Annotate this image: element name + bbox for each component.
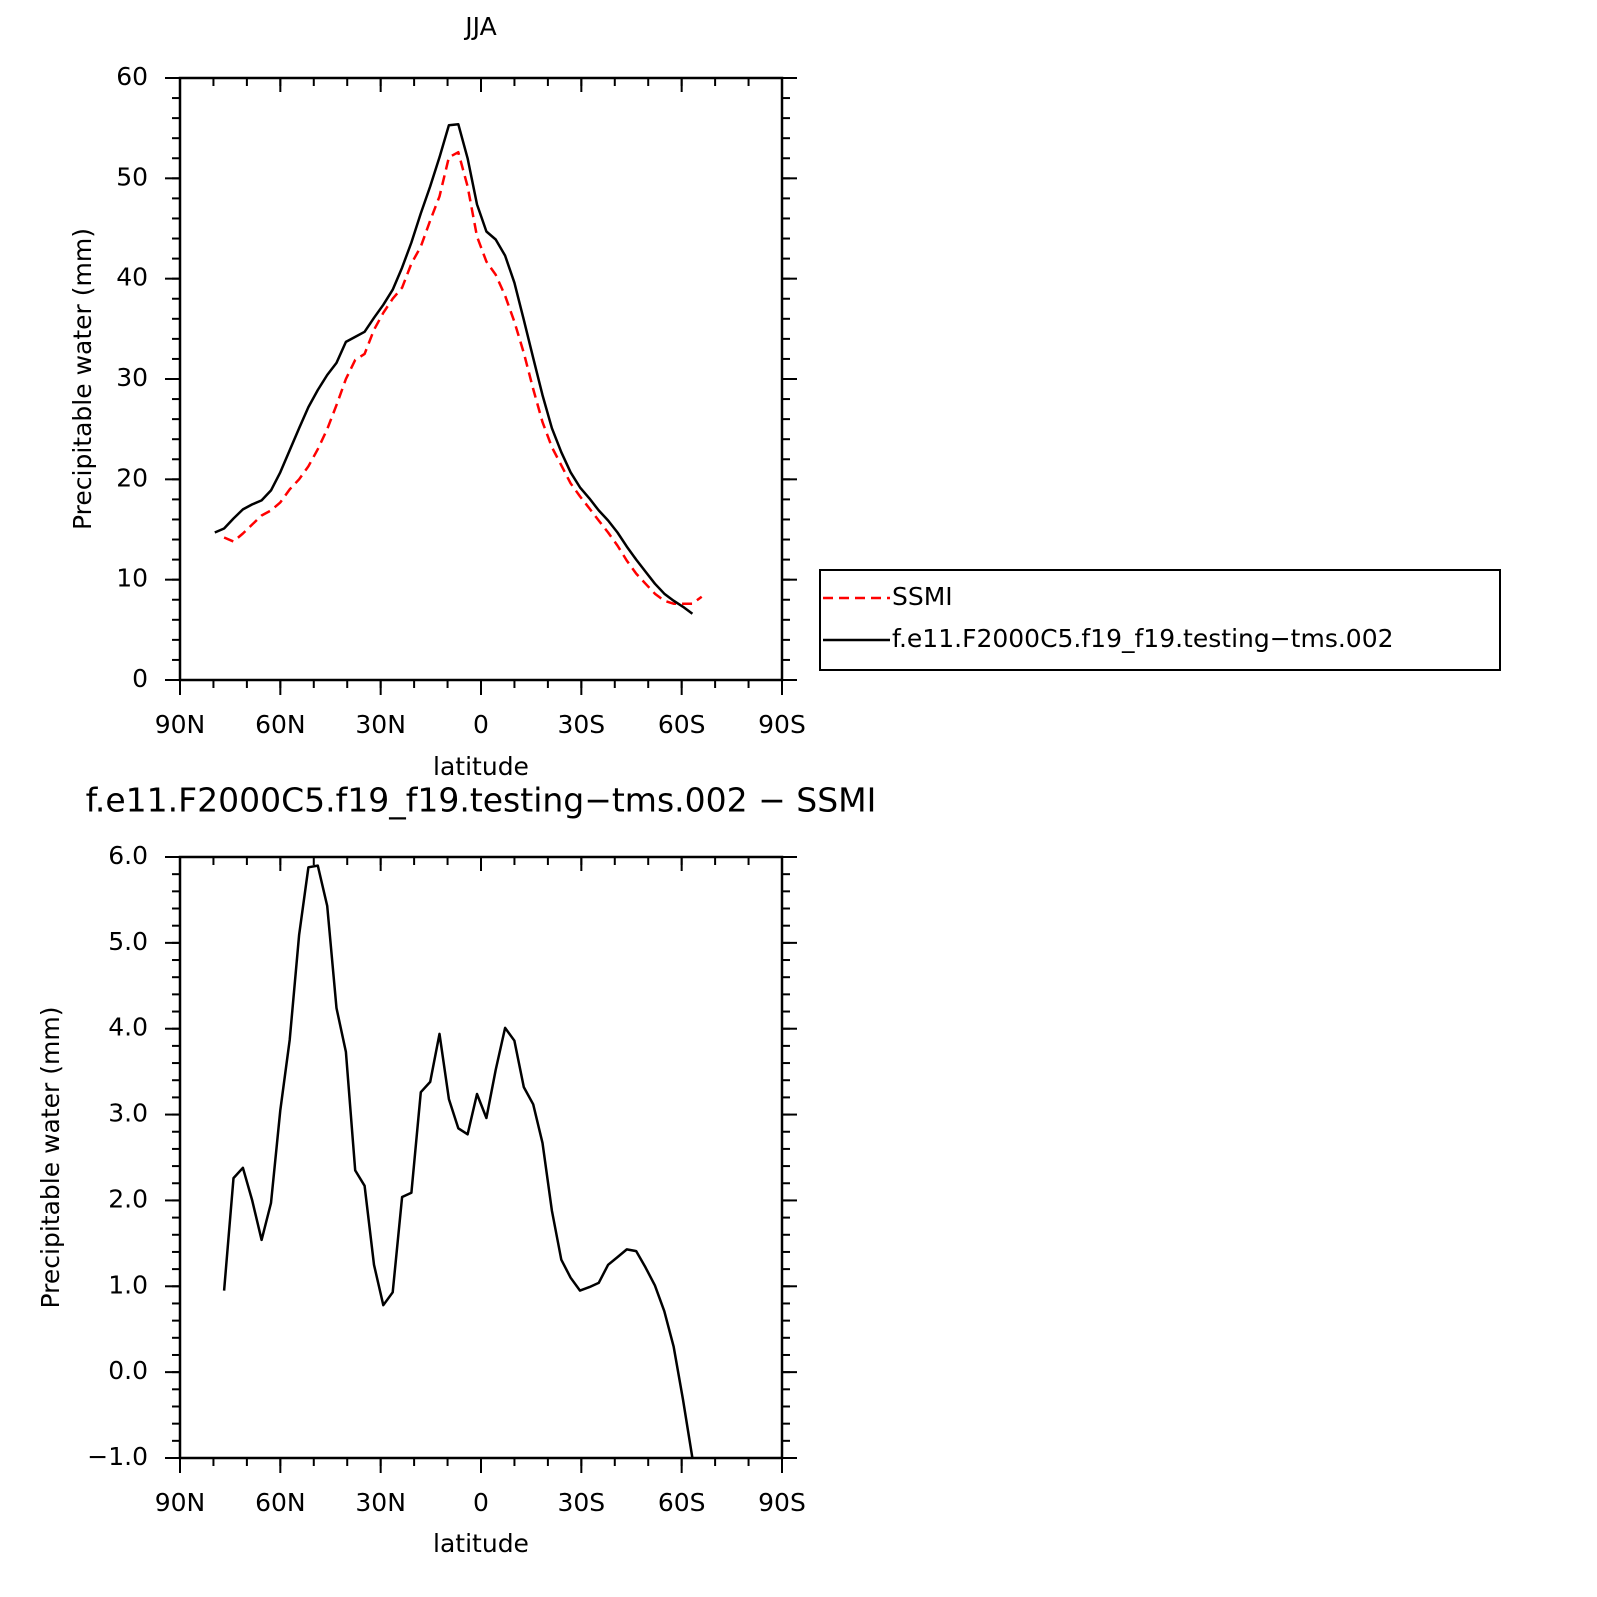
data-line	[222, 864, 694, 1459]
legend-box	[819, 569, 1501, 671]
x-tick-label: 30N	[355, 710, 406, 739]
y-tick-label: 10	[116, 564, 148, 593]
x-tick-label: 60S	[658, 710, 706, 739]
y-tick-label: 40	[116, 263, 148, 292]
chart-title: f.e11.F2000C5.f19_f19.testing−tms.002 − …	[86, 781, 877, 820]
legend-label: SSMI	[892, 582, 953, 611]
x-tick-label: 60N	[255, 1488, 306, 1517]
y-tick-label: 20	[116, 463, 148, 492]
x-tick-label: 30S	[557, 1488, 605, 1517]
y-tick-label: 4.0	[108, 1013, 148, 1042]
y-tick-label: 30	[116, 363, 148, 392]
y-tick-label: −1.0	[87, 1442, 148, 1471]
x-axis-label: latitude	[433, 752, 529, 781]
plot-frame	[178, 855, 784, 1460]
x-tick-label: 90S	[758, 710, 806, 739]
x-tick-label: 60N	[255, 710, 306, 739]
y-tick-label: 60	[116, 62, 148, 91]
y-tick-label: 0.0	[108, 1356, 148, 1385]
chart-title: JJA	[463, 12, 496, 41]
x-axis-label: latitude	[433, 1529, 529, 1558]
data-line	[223, 150, 703, 605]
x-tick-label: 60S	[658, 1488, 706, 1517]
plot-frame	[178, 76, 784, 682]
x-tick-label: 30N	[355, 1488, 406, 1517]
x-tick-label: 0	[473, 1488, 489, 1517]
data-line	[214, 122, 694, 615]
y-axis-label: Precipitable water (mm)	[68, 228, 97, 530]
y-tick-label: 5.0	[108, 927, 148, 956]
y-tick-label: 50	[116, 162, 148, 191]
y-tick-label: 0	[132, 664, 148, 693]
y-tick-label: 1.0	[108, 1270, 148, 1299]
y-tick-label: 2.0	[108, 1184, 148, 1213]
x-tick-label: 90N	[155, 1488, 206, 1517]
legend-label: f.e11.F2000C5.f19_f19.testing−tms.002	[892, 624, 1394, 653]
y-tick-label: 3.0	[108, 1099, 148, 1128]
x-tick-label: 90N	[155, 710, 206, 739]
x-tick-label: 0	[473, 710, 489, 739]
x-tick-label: 90S	[758, 1488, 806, 1517]
x-tick-label: 30S	[557, 710, 605, 739]
y-tick-label: 6.0	[108, 841, 148, 870]
y-axis-label: Precipitable water (mm)	[36, 1007, 65, 1309]
